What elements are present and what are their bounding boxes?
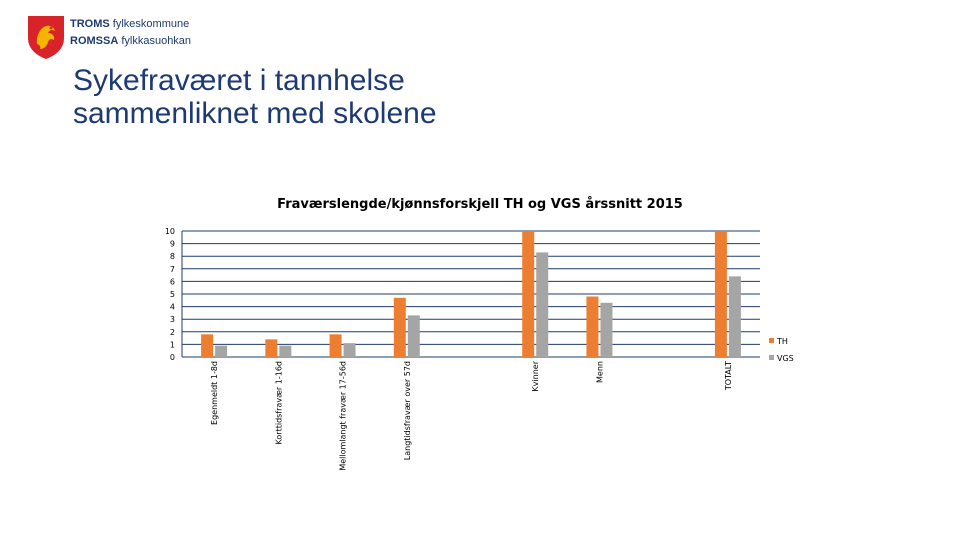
y-tick-label: 8 [170,252,175,261]
y-tick-label: 9 [170,240,175,249]
legend-label-th: TH [776,337,788,346]
bar-th [265,339,278,357]
x-category-label: Menn [595,361,604,383]
bar-th [714,231,727,357]
x-category-label: TOTALT [724,361,733,391]
org-line-1-bold: TROMS [70,18,110,30]
bar-th [586,296,599,357]
y-tick-label: 6 [170,277,175,286]
bar-vgs [600,302,613,357]
y-tick-label: 2 [170,328,175,337]
y-tick-label: 3 [170,315,175,324]
org-line-1-rest: fylkeskommune [109,18,190,30]
bar-vgs [536,252,549,357]
bar-vgs [728,276,741,357]
slide-title-line-1: Sykefraværet i tannhelse [73,64,405,97]
bar-vgs [215,345,228,357]
bar-vgs [343,343,356,357]
y-tick-label: 5 [170,290,175,299]
x-category-label: Mellomlangt fravær 17-56d [339,361,348,471]
x-category-label: Kvinner [531,360,540,391]
x-category-label: Korttidsfravær 1-16d [274,361,283,444]
y-tick-label: 10 [165,227,175,236]
legend-swatch-th [769,338,774,343]
bar-th [201,334,214,357]
y-tick-label: 1 [170,340,175,349]
x-category-label: Langtidsfravær over 57d [403,361,412,460]
coat-of-arms-icon [28,16,64,59]
org-line-2-rest: fylkkasuohkan [118,35,192,47]
org-line-2-bold: ROMSSA [70,35,119,47]
org-line-2: ROMSSA fylkkasuohkan [70,33,191,50]
org-name: TROMS fylkeskommune ROMSSA fylkkasuohkan [70,16,191,50]
chart-title: Fraværslengde/kjønnsforskjell TH og VGS … [277,197,683,212]
org-logo: TROMS fylkeskommune ROMSSA fylkkasuohkan [26,14,191,60]
legend-label-vgs: VGS [777,354,794,363]
y-tick-label: 4 [170,303,175,312]
bar-th [329,334,342,357]
org-line-1: TROMS fylkeskommune [70,16,191,33]
bar-th [522,231,535,357]
bar-vgs [279,345,292,357]
bar-th [393,297,406,357]
slide-title-line-2: sammenliknet med skolene [73,97,437,130]
y-tick-label: 7 [170,265,175,274]
legend-swatch-vgs [769,355,774,360]
bar-vgs [407,315,420,357]
y-tick-label: 0 [170,353,175,362]
x-category-label: Egenmeldt 1-8d [210,361,219,425]
slide-title: Sykefraværet i tannhelse sammenliknet me… [73,64,437,130]
